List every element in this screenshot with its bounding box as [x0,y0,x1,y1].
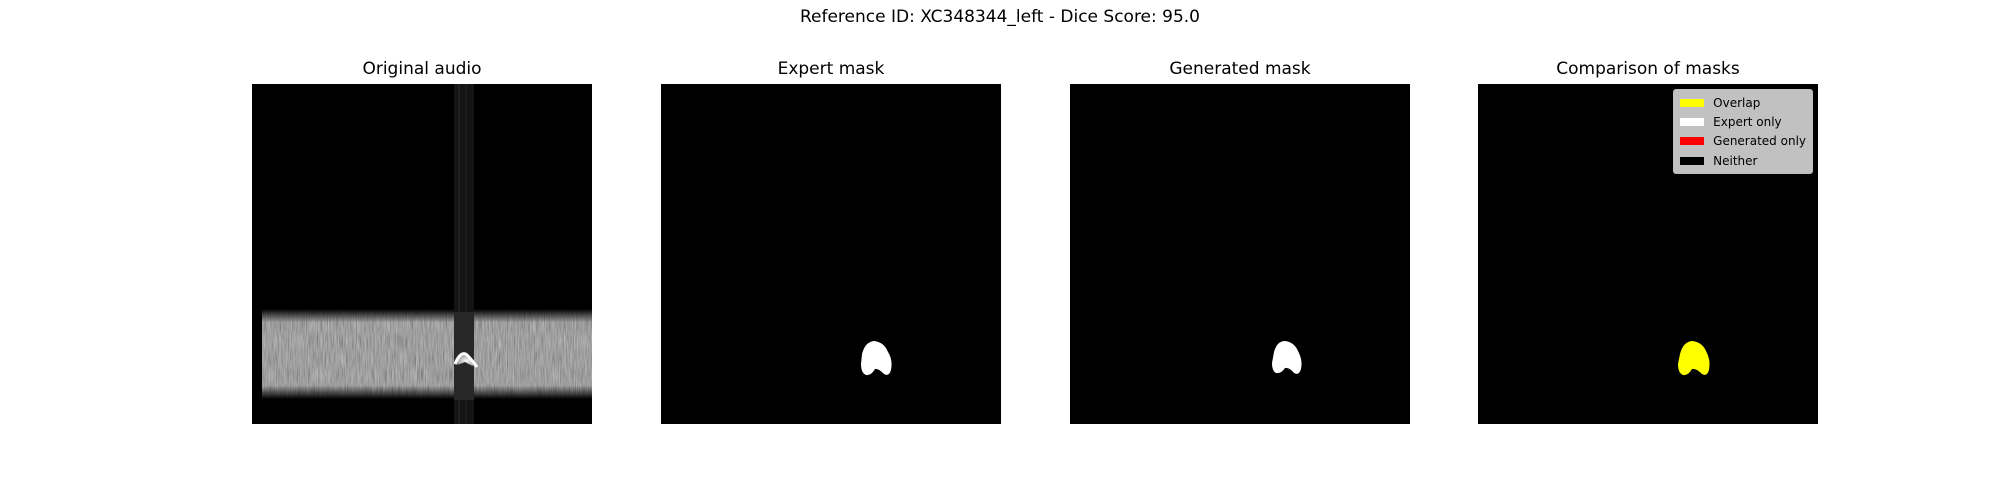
legend-label: Neither [1713,153,1758,168]
generated-mask-region [1272,341,1302,374]
panel-title-expert-mask: Expert mask [777,59,885,79]
legend: Overlap Expert only Generated only Neith… [1673,89,1813,175]
expert-mask-image [661,84,1001,424]
legend-label: Generated only [1713,134,1806,149]
noise-band [262,309,592,399]
legend-item-generated-only: Generated only [1678,132,1806,151]
legend-item-overlap: Overlap [1678,93,1806,112]
legend-swatch-overlap [1680,98,1705,107]
panel-title-original-audio: Original audio [362,59,482,79]
legend-item-neither: Neither [1678,151,1806,170]
spectrogram-image [252,84,592,424]
bird-call-signal [452,351,481,370]
legend-item-expert-only: Expert only [1678,112,1806,131]
panel-title-comparison: Comparison of masks [1556,59,1740,79]
vertical-noise-stripe [454,84,474,424]
panel-title-generated-mask: Generated mask [1169,59,1311,79]
figure-title: Reference ID: XC348344_left - Dice Score… [799,7,1200,27]
comparison-image: Overlap Expert only Generated only Neith… [1478,84,1818,424]
legend-swatch-expert-only [1680,117,1705,126]
legend-swatch-neither [1680,156,1705,165]
legend-swatch-generated-only [1680,137,1705,146]
generated-mask-image [1070,84,1410,424]
overlap-region [1678,341,1710,376]
legend-label: Overlap [1713,95,1761,110]
expert-mask-region [861,341,892,376]
legend-label: Expert only [1713,114,1782,129]
